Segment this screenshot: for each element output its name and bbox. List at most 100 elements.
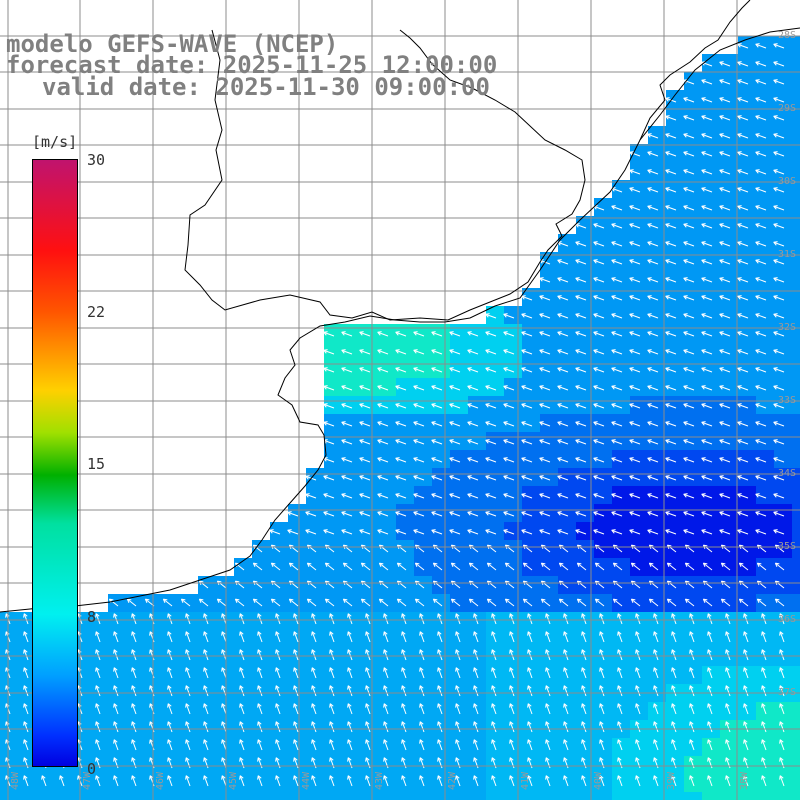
wind-speed-cell	[594, 558, 613, 577]
wind-speed-cell	[756, 792, 775, 800]
wind-speed-cell	[684, 540, 703, 559]
wind-speed-cell	[432, 414, 451, 433]
wind-speed-cell	[792, 216, 800, 235]
wind-arrow	[683, 511, 695, 517]
wind-arrow	[689, 667, 695, 679]
wind-arrow	[431, 511, 443, 517]
wind-speed-cell	[522, 558, 541, 577]
wind-arrow	[131, 739, 137, 751]
wind-arrow	[665, 151, 677, 157]
wind-arrow	[671, 739, 677, 751]
wind-speed-cell	[774, 198, 793, 217]
wind-arrow	[216, 598, 227, 607]
wind-arrow	[113, 613, 119, 625]
wind-speed-cell	[198, 594, 217, 613]
wind-arrow	[293, 685, 299, 697]
wind-arrow	[689, 649, 695, 661]
wind-arrow	[95, 631, 101, 643]
wind-arrow	[455, 613, 461, 625]
wind-speed-cell	[54, 792, 73, 800]
wind-arrow	[653, 667, 659, 679]
wind-arrow	[653, 631, 659, 643]
wind-speed-cell	[648, 324, 667, 343]
wind-speed-cell	[540, 414, 559, 433]
wind-speed-cell	[378, 324, 397, 343]
wind-speed-cell	[666, 270, 685, 289]
wind-speed-cell	[360, 558, 379, 577]
wind-arrow	[341, 529, 353, 535]
wind-speed-cell	[666, 450, 685, 469]
latitude-label: 31S	[777, 249, 796, 260]
wind-speed-cell	[720, 180, 739, 199]
wind-speed-cell	[558, 522, 577, 541]
wind-speed-cell	[324, 360, 343, 379]
longitude-label: 39W	[666, 771, 677, 790]
wind-speed-cell	[630, 540, 649, 559]
wind-speed-cell	[360, 486, 379, 505]
wind-speed-cell	[720, 360, 739, 379]
wind-arrow	[719, 493, 731, 499]
wind-arrow	[773, 259, 785, 265]
wind-arrow	[293, 775, 299, 787]
wind-speed-cell	[720, 72, 739, 91]
wind-speed-cell	[270, 594, 289, 613]
wind-arrow	[647, 169, 659, 175]
wind-arrow	[563, 685, 569, 697]
wind-arrow	[575, 493, 587, 499]
wind-arrow	[563, 721, 569, 733]
wind-speed-cell	[720, 504, 739, 523]
wind-arrow	[719, 349, 731, 355]
wind-speed-cell	[594, 792, 613, 800]
wind-arrow	[401, 613, 407, 625]
wind-arrow	[288, 598, 299, 607]
wind-speed-cell	[648, 450, 667, 469]
wind-arrow	[521, 403, 533, 409]
wind-arrow	[347, 613, 353, 625]
wind-speed-cell	[360, 792, 379, 800]
wind-arrow	[665, 223, 677, 229]
wind-arrow	[521, 529, 533, 535]
wind-speed-cell	[270, 576, 289, 595]
wind-arrow	[755, 493, 767, 499]
wind-arrow	[702, 598, 713, 607]
wind-arrow	[539, 475, 551, 481]
wind-speed-cell	[774, 216, 793, 235]
wind-arrow	[743, 739, 749, 751]
wind-speed-cell	[576, 360, 595, 379]
wind-arrow	[755, 367, 767, 373]
wind-arrow	[647, 313, 659, 319]
wind-arrow	[755, 457, 767, 463]
wind-speed-cell	[288, 522, 307, 541]
wind-speed-cell	[792, 396, 800, 415]
wind-arrow	[341, 493, 353, 499]
wind-speed-cell	[594, 234, 613, 253]
wind-speed-cell	[630, 180, 649, 199]
wind-arrow	[725, 649, 731, 661]
wind-speed-cell	[342, 378, 361, 397]
wind-speed-cell	[558, 324, 577, 343]
wind-arrow	[305, 511, 317, 517]
wind-speed-cell	[702, 180, 721, 199]
wind-speed-cell	[522, 522, 541, 541]
wind-speed-cell	[738, 108, 757, 127]
wind-arrow	[395, 349, 407, 355]
wind-arrow	[467, 349, 479, 355]
wind-arrow	[647, 205, 659, 211]
wind-arrow	[629, 151, 641, 157]
wind-arrow	[719, 367, 731, 373]
wind-arrow	[504, 562, 515, 571]
wind-speed-cell	[702, 288, 721, 307]
wind-arrow	[306, 598, 317, 607]
wind-speed-cell	[216, 792, 235, 800]
wind-arrow	[413, 385, 425, 391]
wind-arrow	[293, 613, 299, 625]
longitude-label: 42W	[447, 771, 458, 790]
wind-arrow	[719, 439, 731, 445]
wind-speed-cell	[450, 360, 469, 379]
wind-arrow	[162, 598, 173, 607]
wind-arrow	[377, 511, 389, 517]
wind-arrow	[521, 421, 533, 427]
wind-speed-cell	[792, 756, 800, 775]
wind-arrow	[329, 721, 335, 733]
